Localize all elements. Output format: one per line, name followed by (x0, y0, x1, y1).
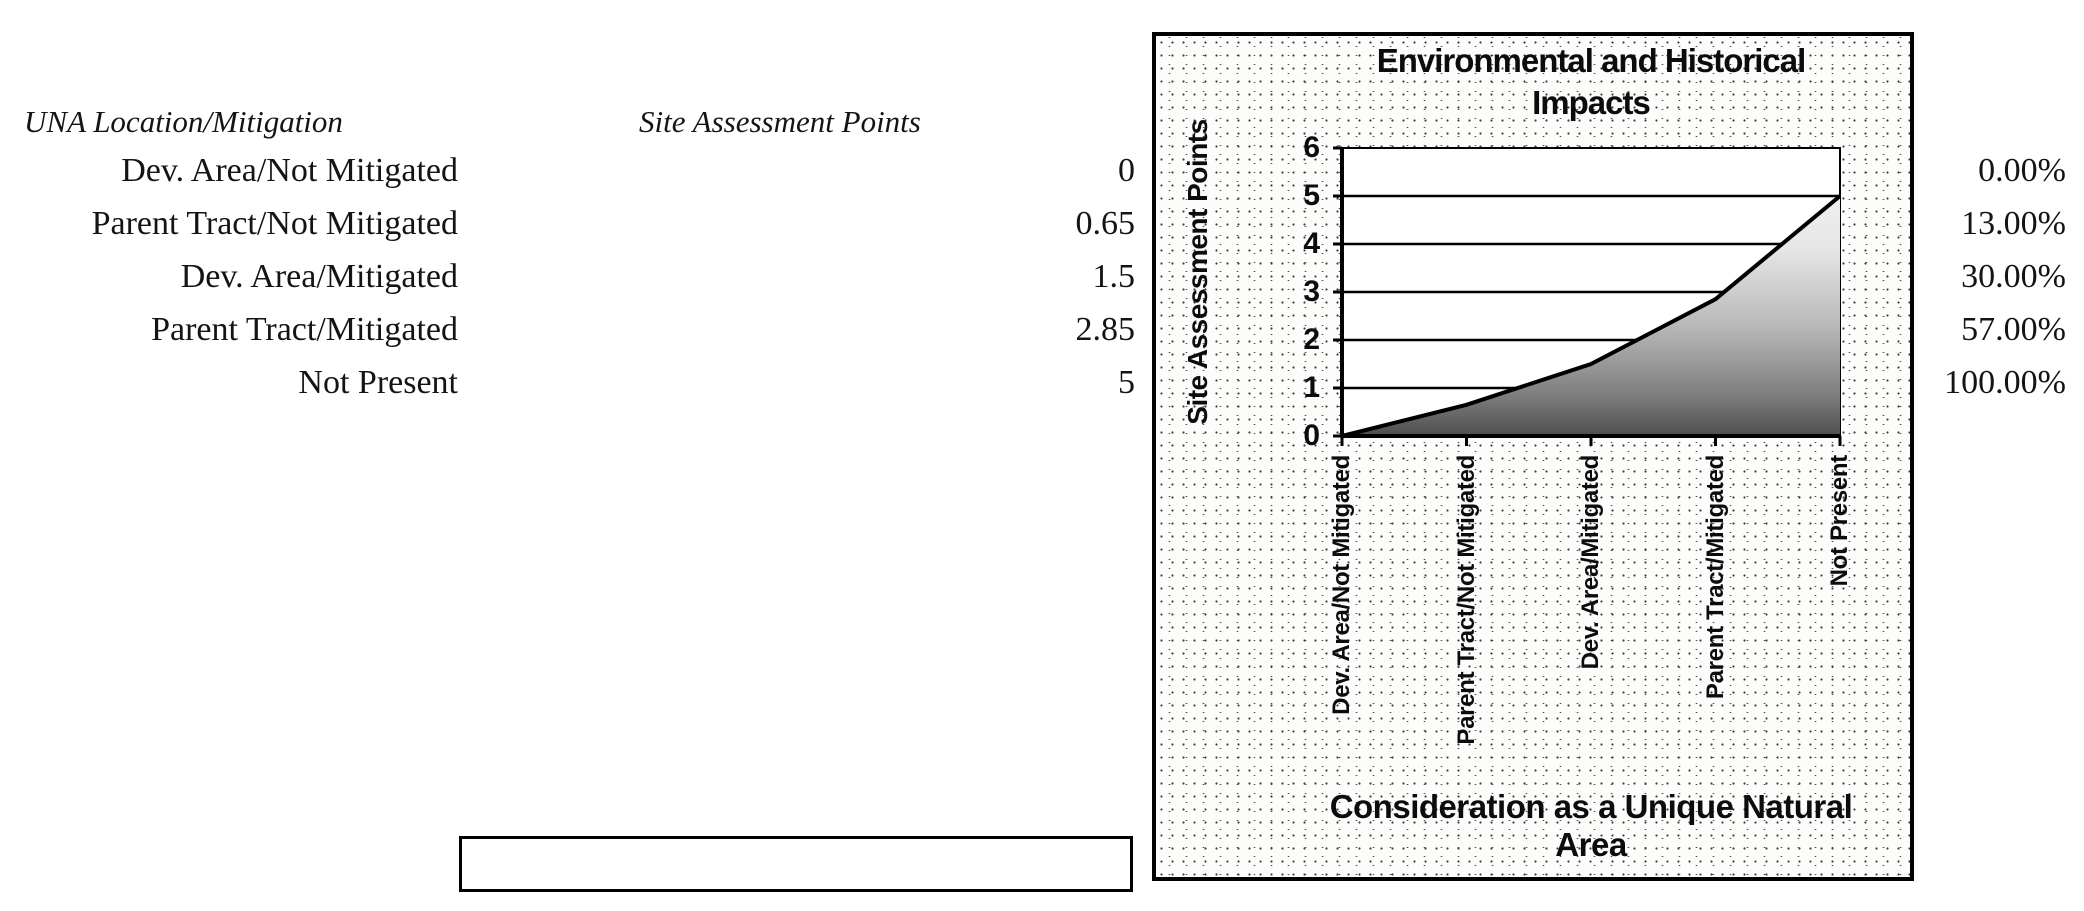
y-axis-title: Site Assessment Points (1182, 119, 1213, 425)
site-assessment-points-header: Site Assessment Points (639, 104, 921, 139)
row-points: 1.5 (1092, 258, 1136, 295)
percent-column: 0.00% 13.00% 30.00% 57.00% 100.00% (1760, 144, 2066, 409)
una-location-column: Dev. Area/Not Mitigated Parent Tract/Not… (0, 144, 458, 409)
area-series (1342, 196, 1840, 436)
row-label: Not Present (298, 364, 458, 401)
y-axis-tick-label: 0 (1303, 419, 1320, 452)
plot-area (1333, 146, 1842, 446)
una-location-header: UNA Location/Mitigation (24, 104, 343, 139)
x-axis-category-label: Dev. Area/Mitigated (1577, 455, 1604, 670)
row-label: Parent Tract/Not Mitigated (91, 205, 458, 242)
row-label: Dev. Area/Not Mitigated (121, 152, 458, 189)
assessment-points-column: 0 0.65 1.5 2.85 5 (835, 144, 1136, 409)
y-axis-tick-label: 6 (1303, 131, 1320, 164)
row-percent: 57.00% (1961, 311, 2066, 348)
x-axis-category-label: Dev. Area/Not Mitigated (1328, 455, 1355, 715)
row-percent: 13.00% (1961, 205, 2066, 242)
row-points: 2.85 (1075, 311, 1136, 348)
x-axis-category-label: Parent Tract/Mitigated (1702, 455, 1729, 700)
empty-entry-box (459, 836, 1133, 892)
row-percent: 30.00% (1961, 258, 2066, 295)
x-axis-title: Consideration as a Unique Natural Area (1329, 788, 1853, 863)
y-axis-tick-label: 3 (1303, 275, 1320, 308)
row-percent: 100.00% (1944, 364, 2066, 401)
row-points: 5 (1118, 364, 1135, 401)
x-axis-category-label: Not Present (1826, 455, 1853, 587)
series-line (1341, 194, 1842, 438)
y-axis-tick-label: 1 (1303, 371, 1320, 404)
y-axis-tick-label: 5 (1303, 179, 1320, 212)
chart-title: Environmental and Historical Impacts (1376, 42, 1807, 121)
row-points: 0.65 (1075, 205, 1136, 242)
area-chart: Environmental and Historical Impacts Sit… (1152, 32, 1914, 881)
row-label: Dev. Area/Mitigated (180, 258, 458, 295)
row-percent: 0.00% (1978, 152, 2066, 189)
row-points: 0 (1118, 152, 1135, 189)
row-label: Parent Tract/Mitigated (151, 311, 458, 348)
y-axis-tick-label: 4 (1303, 227, 1320, 260)
y-axis-tick-label: 2 (1303, 323, 1320, 356)
x-axis-category-label: Parent Tract/Not Mitigated (1453, 455, 1480, 745)
